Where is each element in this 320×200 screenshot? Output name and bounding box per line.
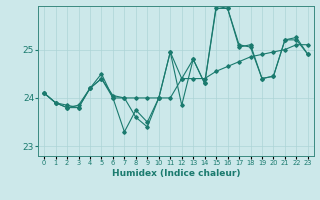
X-axis label: Humidex (Indice chaleur): Humidex (Indice chaleur): [112, 169, 240, 178]
